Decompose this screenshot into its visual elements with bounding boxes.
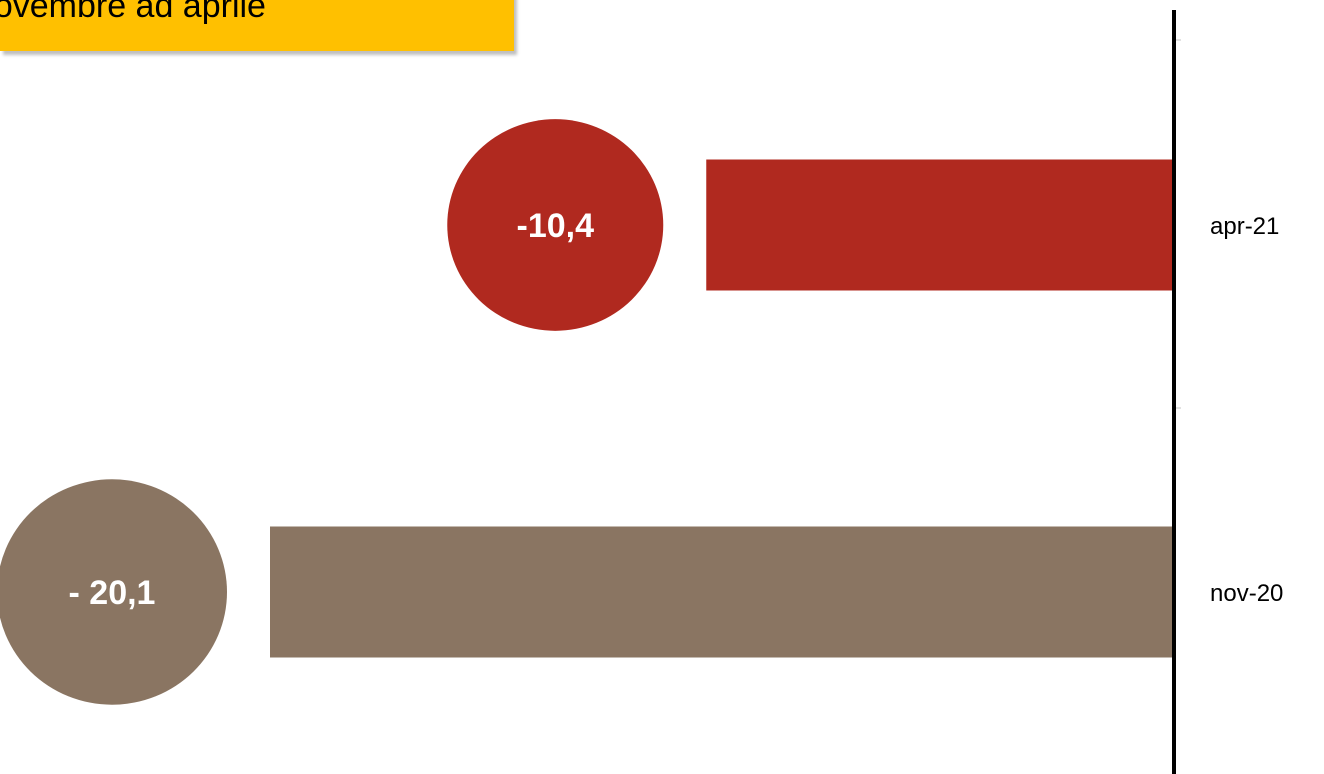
data-label-apr-21: -10,4 (517, 207, 595, 245)
category-label-nov-20: nov-20 (1210, 580, 1283, 607)
data-label-nov-20: - 20,1 (69, 574, 156, 612)
bar-nov-20 (270, 527, 1174, 658)
category-label-apr-21: apr-21 (1210, 213, 1279, 240)
bar-apr-21 (706, 160, 1174, 291)
